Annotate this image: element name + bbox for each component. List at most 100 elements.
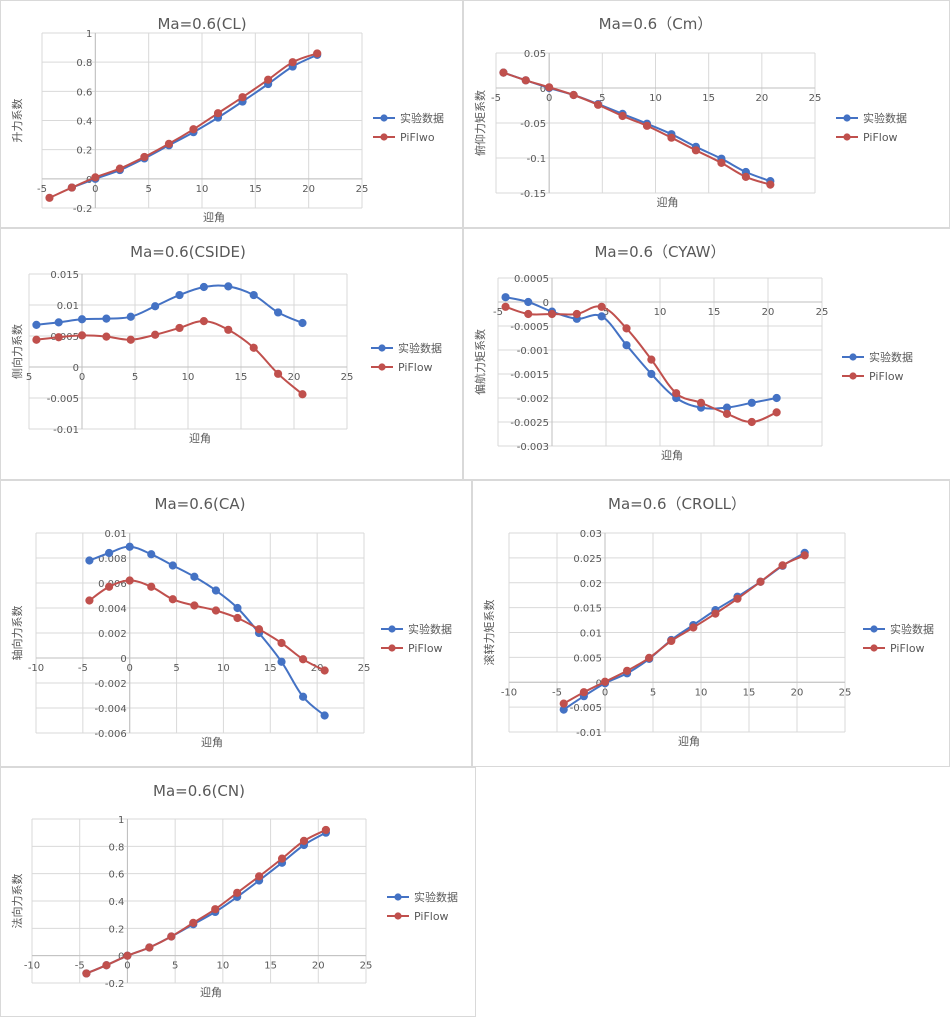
legend-swatch-marker (849, 372, 857, 380)
y-tick-label: -0.01 (53, 425, 79, 436)
data-point (298, 390, 307, 399)
data-point (277, 638, 286, 648)
x-tick-label: 25 (360, 961, 373, 972)
legend-label: 实验数据 (414, 890, 458, 904)
x-axis-label: 迎角 (203, 211, 225, 224)
y-tick-label: -0.006 (94, 729, 126, 740)
y-tick-label: 0 (540, 84, 546, 95)
x-tick-label: 25 (839, 687, 852, 698)
chart-svg-ca: -10 -5 0 5 10 15 20 25-0.006-0.004-0.00200.0020… (10, 495, 452, 749)
x-tick-label: 15 (702, 93, 715, 104)
y-tick-label: -0.001 (517, 346, 549, 357)
x-tick-label: 20 (755, 93, 768, 104)
legend-label: PiFlow (398, 361, 433, 374)
data-point (524, 297, 533, 307)
data-point (501, 293, 510, 302)
data-point (85, 556, 94, 565)
y-tick-label: -0.2 (105, 979, 125, 990)
y-tick-label: 0.005 (573, 653, 602, 664)
data-point (691, 146, 701, 155)
data-point (298, 692, 308, 701)
chart-svg-cn: -10 -5 0 5 10 15 20 25 -0.2 0 0.2 0.4 0.6 0.8 1 Ma=0.6(… (10, 782, 458, 999)
data-point (164, 139, 174, 148)
data-point (298, 655, 308, 664)
data-point (125, 576, 134, 585)
data-point (593, 100, 603, 109)
y-tick-label: 0.6 (109, 870, 125, 881)
data-point (717, 158, 726, 167)
chart-title: Ma=0.6（CROLL） (608, 495, 746, 513)
data-point (102, 961, 111, 970)
data-point (756, 577, 765, 586)
x-axis-label: 迎角 (200, 986, 222, 999)
data-point (711, 609, 720, 618)
x-axis-label: 迎角 (657, 196, 679, 209)
x-tick-label: 0 (92, 184, 98, 195)
data-point (168, 561, 177, 570)
y-tick-label: 1 (118, 815, 124, 826)
data-point (249, 343, 258, 352)
data-point (747, 398, 756, 407)
chart-panel-cl: -5 0 5 10 15 20 25 -0.2 0 0.2 0.4 0.6 0.8 1 Ma=0.6(CL)… (0, 0, 463, 228)
data-point (54, 333, 63, 342)
x-tick-label: 5 (26, 372, 32, 383)
data-point (722, 409, 732, 418)
data-point (545, 83, 554, 92)
legend-label: PiFlow (408, 642, 443, 655)
y-axis-label: 轴向力系数 (10, 606, 24, 661)
data-point (618, 111, 627, 121)
data-point (579, 688, 588, 697)
x-tick-label: 25 (358, 663, 371, 674)
y-tick-label: 0.008 (98, 554, 127, 565)
data-point (45, 193, 54, 202)
y-tick-label: -0.1 (527, 154, 547, 165)
x-axis-label: 迎角 (189, 432, 211, 445)
y-tick-label: -0.2 (73, 204, 93, 215)
data-point (772, 393, 781, 403)
data-point (622, 341, 631, 350)
legend-label: PiFlow (863, 131, 898, 144)
data-point (175, 323, 184, 333)
data-point (597, 312, 606, 321)
data-point (667, 636, 676, 646)
x-tick-label: 25 (816, 307, 829, 318)
legend-swatch-marker (849, 353, 857, 361)
data-point (85, 596, 94, 605)
data-point (254, 625, 264, 634)
data-point (772, 408, 781, 417)
chart-title: Ma=0.6(CN) (153, 782, 245, 800)
x-tick-label: -5 (75, 961, 85, 972)
legend-swatch-marker (870, 625, 878, 633)
chart-panel-croll: -10 -5 0 5 10 15 20 25 -0.01 -0.005 0 0.005 0.01 0.01… (472, 480, 950, 767)
x-axis-label: 迎角 (678, 735, 700, 748)
x-tick-label: 20 (312, 961, 325, 972)
data-point (277, 854, 287, 863)
x-tick-label: 0 (546, 93, 552, 104)
y-tick-label: 0.02 (580, 579, 602, 590)
legend-swatch-marker (388, 644, 396, 652)
data-point (524, 309, 533, 319)
chart-panel-cn: -10 -5 0 5 10 15 20 25 -0.2 0 0.2 0.4 0.6 0.8 1 Ma=0.6(… (0, 767, 476, 1017)
x-tick-label: 15 (264, 663, 277, 674)
data-point (211, 606, 221, 615)
legend-label: 实验数据 (408, 622, 452, 636)
data-point (288, 58, 297, 67)
x-tick-label: -5 (37, 184, 47, 195)
data-point (741, 172, 750, 181)
legend-label: 实验数据 (890, 622, 934, 636)
y-axis-label: 升力系数 (11, 99, 24, 143)
y-tick-label: -0.004 (94, 704, 126, 715)
x-tick-label: 0 (124, 961, 130, 972)
x-tick-label: 10 (216, 961, 229, 972)
data-point (151, 302, 160, 311)
data-point (569, 90, 578, 100)
legend-swatch-marker (378, 363, 386, 371)
x-tick-label: 20 (791, 687, 804, 698)
legend-label: 实验数据 (869, 350, 913, 364)
data-point (151, 330, 160, 339)
y-tick-label: 1 (86, 29, 92, 40)
data-point (277, 657, 286, 666)
x-tick-label: 10 (196, 184, 209, 195)
x-tick-label: 10 (649, 93, 662, 104)
data-point (622, 324, 631, 333)
